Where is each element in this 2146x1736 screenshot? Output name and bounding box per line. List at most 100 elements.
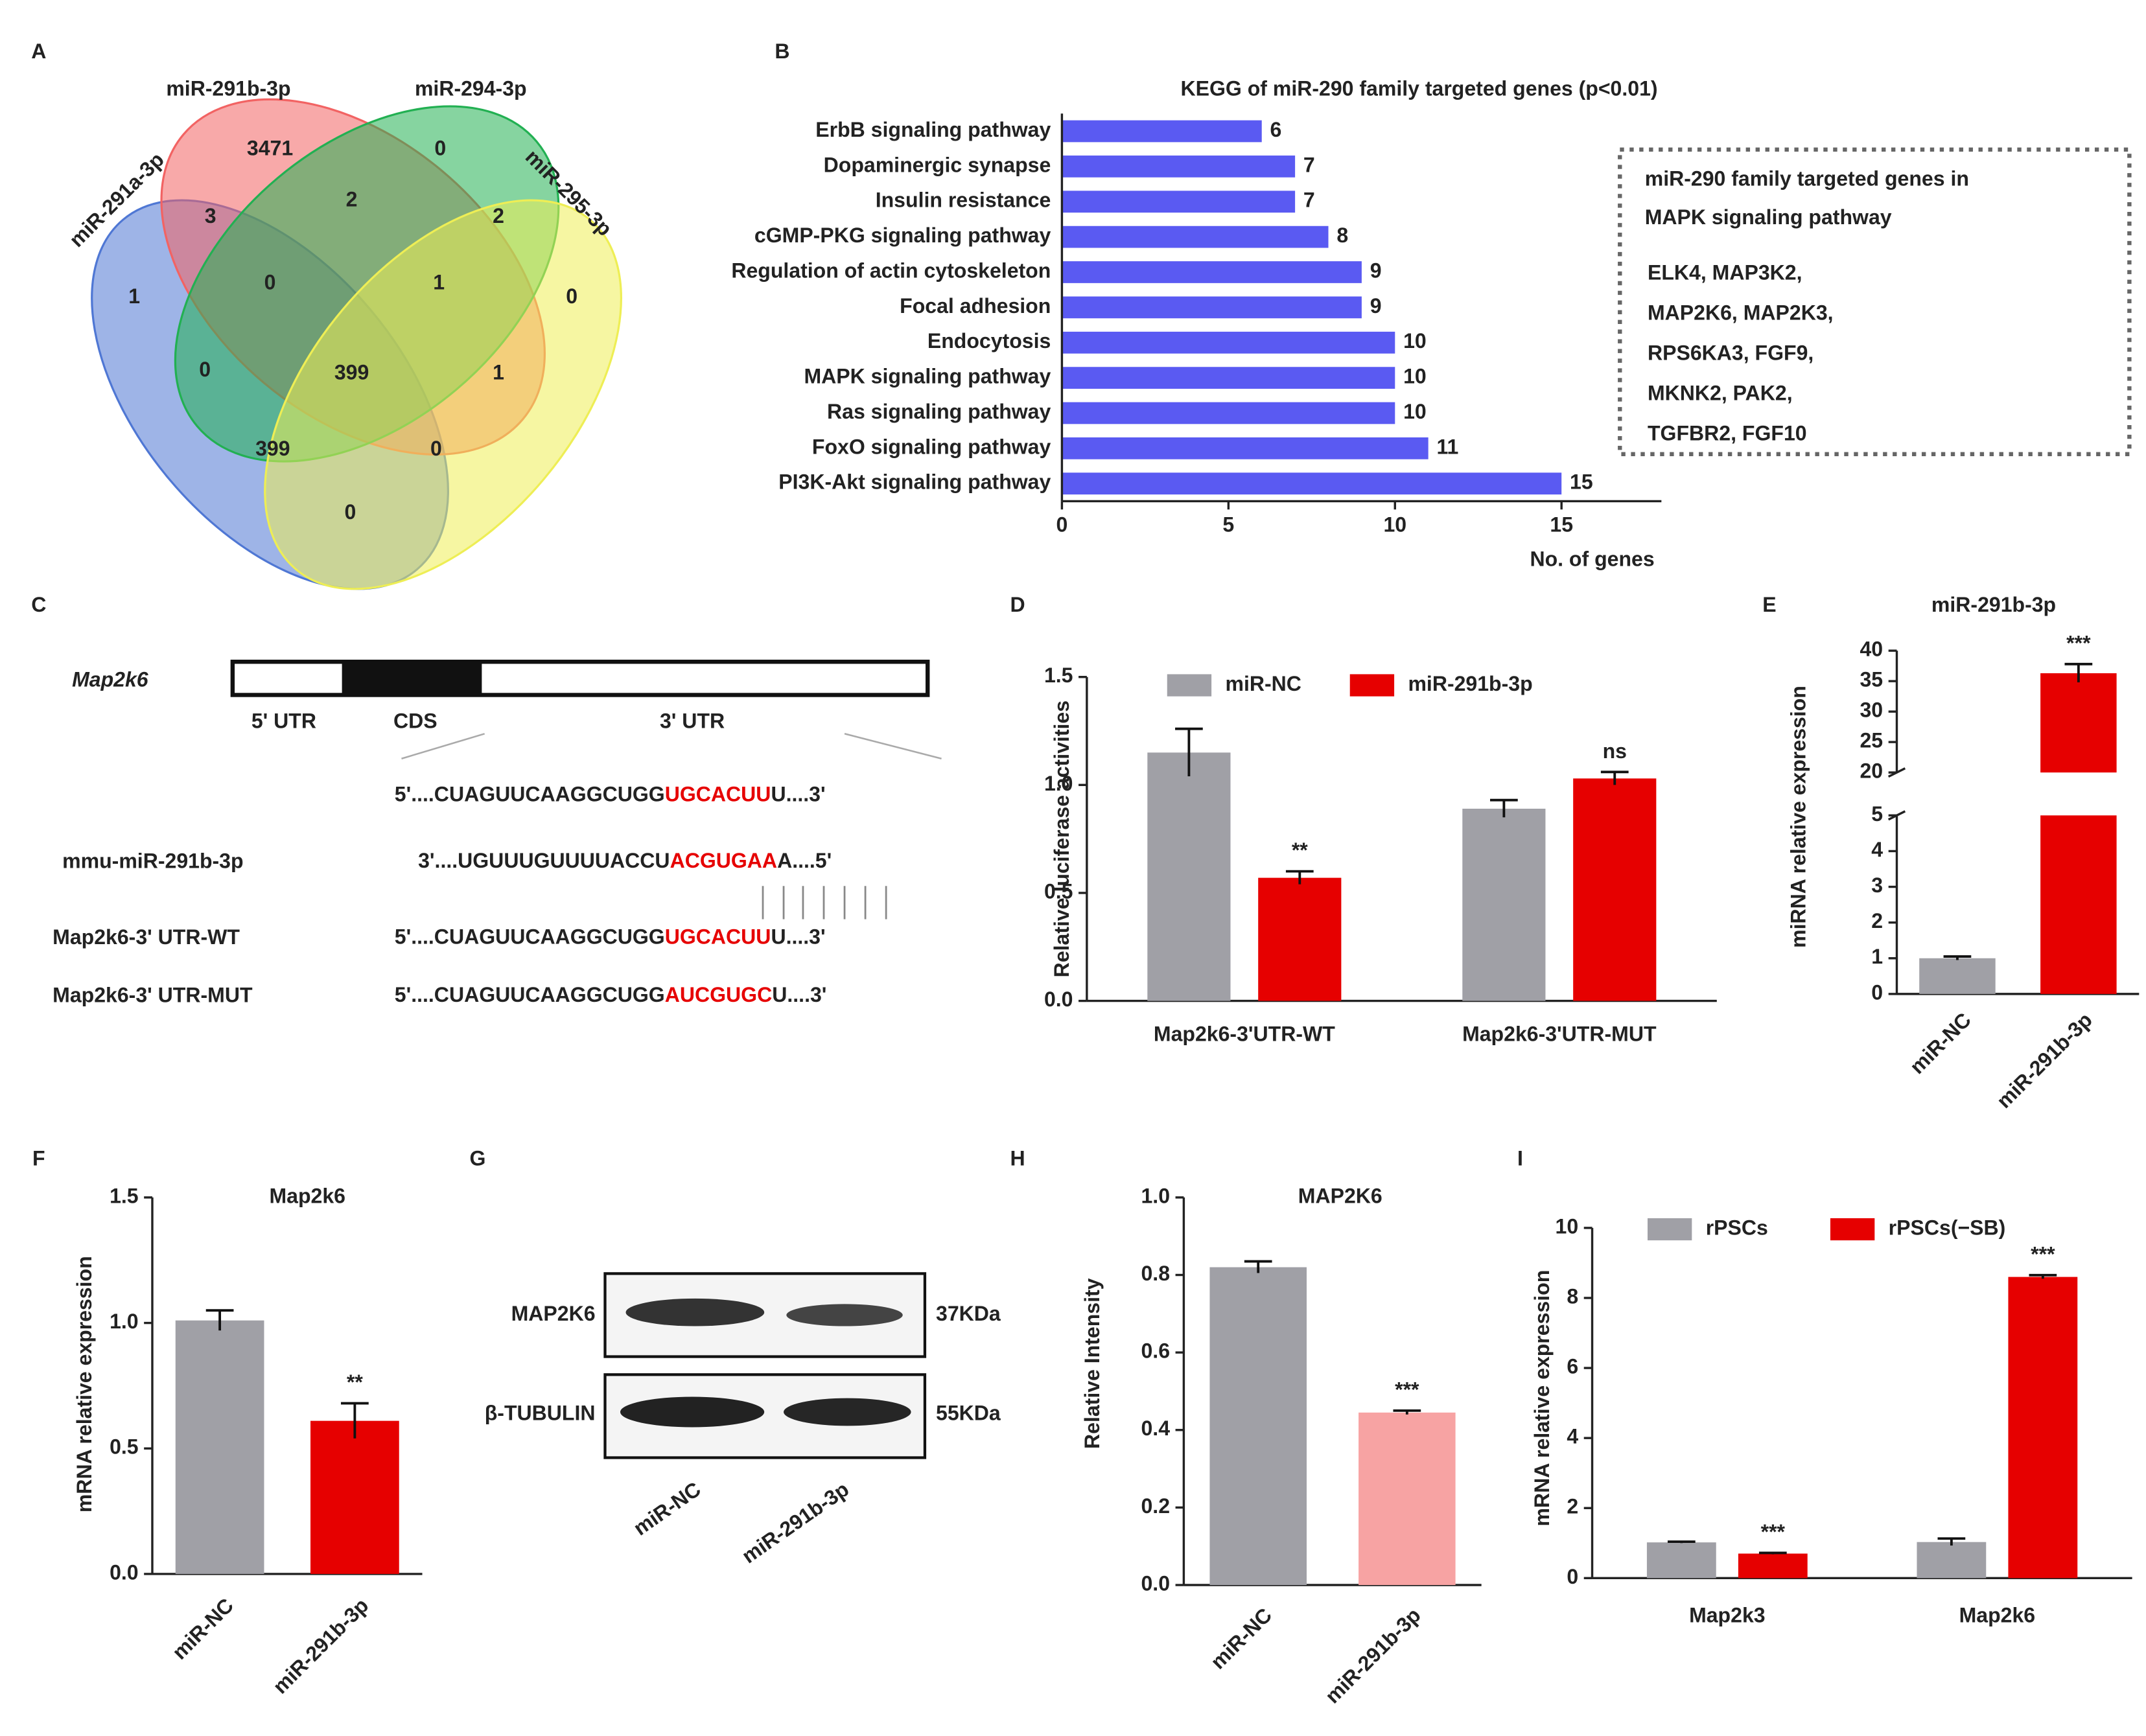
y-tick-label: 0.0 bbox=[1141, 1571, 1170, 1595]
venn-count: 399 bbox=[255, 437, 290, 460]
row-label: Map2k6-3' UTR-MUT bbox=[52, 984, 253, 1007]
y-tick-label: 1.0 bbox=[1141, 1184, 1170, 1207]
cds-block bbox=[342, 662, 482, 695]
value-label: 9 bbox=[1370, 259, 1382, 282]
y-tick-label: 2 bbox=[1871, 909, 1883, 932]
category-label: Regulation of actin cytoskeleton bbox=[731, 259, 1051, 282]
venn-count: 0 bbox=[434, 136, 446, 159]
sequence-part: 5'....CUAGUUCAAGGCUGG bbox=[395, 783, 665, 806]
y-tick-label: 30 bbox=[1860, 699, 1883, 722]
sequence-part: U....3' bbox=[772, 984, 826, 1007]
y-tick-label: 35 bbox=[1860, 668, 1883, 691]
panel-label: G bbox=[470, 1147, 486, 1170]
sequence-part: ACGUGAA bbox=[670, 849, 777, 872]
venn-count: 2 bbox=[346, 187, 358, 211]
gene-list: TGFBR2, FGF10 bbox=[1648, 421, 1807, 445]
venn-count: 3 bbox=[205, 204, 216, 227]
category-label: Ras signaling pathway bbox=[827, 400, 1051, 423]
y-tick-label: 0.2 bbox=[1141, 1494, 1170, 1518]
x-tick-label: 10 bbox=[1383, 513, 1406, 536]
bar bbox=[2040, 673, 2117, 773]
sequence-part: 5'....CUAGUUCAAGGCUGG bbox=[395, 925, 665, 949]
y-tick-label: 1.5 bbox=[1044, 664, 1073, 687]
bar bbox=[1062, 472, 1562, 495]
y-tick-label: 1.5 bbox=[110, 1184, 139, 1207]
y-axis-label: Relative luciferase activities bbox=[1050, 700, 1073, 977]
venn-count: 2 bbox=[493, 204, 504, 227]
sequence-part: U....3' bbox=[771, 925, 825, 949]
x-tick-label: Map2k3 bbox=[1689, 1604, 1766, 1627]
x-tick-label: Map2k6 bbox=[1959, 1604, 2036, 1627]
category-label: FoxO signaling pathway bbox=[812, 435, 1051, 458]
value-label: 10 bbox=[1403, 400, 1427, 423]
gene-list: ELK4, MAP3K2, bbox=[1648, 261, 1802, 284]
category-label: MAPK signaling pathway bbox=[804, 365, 1051, 388]
x-tick-label: miR-NC bbox=[1905, 1008, 1976, 1079]
x-tick-label: 0 bbox=[1056, 513, 1067, 536]
y-tick-label: 2 bbox=[1567, 1495, 1578, 1518]
bar bbox=[1062, 156, 1296, 178]
bar bbox=[1062, 191, 1296, 213]
value-label: 11 bbox=[1436, 435, 1458, 458]
y-tick-label: 8 bbox=[1567, 1284, 1578, 1308]
lane-label: miR-NC bbox=[629, 1477, 705, 1540]
bar bbox=[1062, 261, 1362, 283]
x-tick-label: miR-NC bbox=[1206, 1603, 1277, 1674]
gene-name: Map2k6 bbox=[72, 668, 148, 691]
y-axis-label: mRNA relative expression bbox=[1530, 1270, 1554, 1527]
bar bbox=[1147, 752, 1231, 1001]
x-tick-label: 5 bbox=[1222, 513, 1234, 536]
significance: ** bbox=[1292, 839, 1308, 862]
venn-count: 399 bbox=[334, 360, 369, 384]
size-label: 37KDa bbox=[936, 1302, 1001, 1325]
value-label: 9 bbox=[1370, 294, 1382, 318]
sequence-part: 3'....UGUUUGUUUUACCU bbox=[418, 849, 670, 872]
bar bbox=[1646, 1542, 1716, 1579]
y-tick-label: 1.0 bbox=[110, 1310, 139, 1333]
value-label: 10 bbox=[1403, 329, 1427, 353]
y-tick-label: 0.4 bbox=[1141, 1417, 1170, 1440]
value-label: 6 bbox=[1270, 118, 1282, 141]
y-tick-label: 0.0 bbox=[1044, 988, 1073, 1011]
sequence-part: AUCGUGC bbox=[665, 984, 773, 1007]
category-label: Focal adhesion bbox=[900, 294, 1051, 318]
sequence-part: 5'....CUAGUUCAAGGCUGG bbox=[395, 984, 665, 1007]
gene-list: MAP2K6, MAP2K3, bbox=[1648, 301, 1834, 325]
venn-set-label: miR-294-3p bbox=[415, 76, 527, 100]
significance: *** bbox=[2066, 631, 2091, 654]
venn-count: 0 bbox=[199, 358, 211, 381]
bar bbox=[1209, 1267, 1307, 1586]
venn-count: 0 bbox=[566, 284, 577, 308]
y-axis-label: mRNA relative expression bbox=[73, 1256, 96, 1512]
panel-label: E bbox=[1762, 593, 1776, 616]
venn-count: 0 bbox=[264, 271, 276, 294]
panel-label: D bbox=[1010, 593, 1025, 616]
y-tick-label: 0.0 bbox=[110, 1560, 139, 1584]
sequence: 3'....UGUUUGUUUUACCUACGUGAAA....5' bbox=[418, 849, 832, 872]
value-label: 10 bbox=[1403, 365, 1427, 388]
band bbox=[784, 1398, 911, 1426]
y-tick-label: 0 bbox=[1567, 1565, 1578, 1588]
legend-swatch bbox=[1647, 1218, 1692, 1241]
panel-label: F bbox=[32, 1147, 45, 1170]
region-label: CDS bbox=[393, 710, 437, 733]
band bbox=[625, 1298, 765, 1326]
value-label: 15 bbox=[1570, 470, 1593, 494]
gene-bar bbox=[230, 660, 930, 697]
bar bbox=[1062, 331, 1395, 354]
bar bbox=[1062, 120, 1262, 143]
y-tick-label: 0.6 bbox=[1141, 1339, 1170, 1363]
protein-label: β-TUBULIN bbox=[485, 1402, 596, 1425]
size-label: 55KDa bbox=[936, 1402, 1001, 1425]
panel-label: H bbox=[1010, 1147, 1025, 1170]
y-tick-label: 0.5 bbox=[1044, 879, 1073, 903]
x-tick-label: Map2k6-3'UTR-WT bbox=[1154, 1022, 1335, 1045]
sequence: 5'....CUAGUUCAAGGCUGGUGCACUUU....3' bbox=[395, 925, 826, 949]
significance: *** bbox=[2031, 1242, 2055, 1266]
y-tick-label: 6 bbox=[1567, 1355, 1578, 1378]
y-tick-label: 1.0 bbox=[1044, 772, 1073, 795]
gene-list: RPS6KA3, FGF9, bbox=[1648, 341, 1814, 364]
category-label: ErbB signaling pathway bbox=[815, 118, 1051, 141]
sequence-part: U....3' bbox=[771, 783, 825, 806]
